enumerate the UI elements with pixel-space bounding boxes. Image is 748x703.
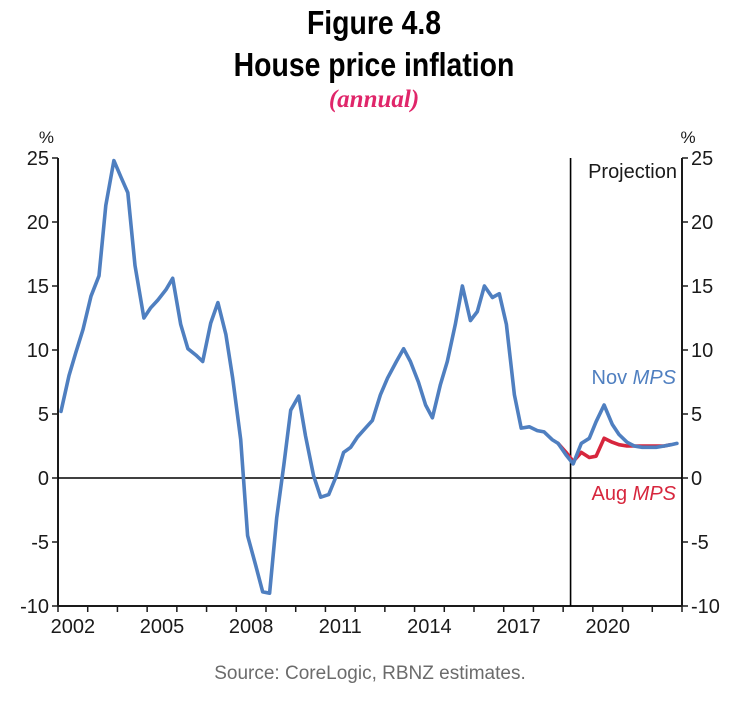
x-tick-label: 2008 bbox=[229, 616, 274, 638]
y-tick-label-right: -10 bbox=[691, 596, 720, 618]
chart-title: House price inflation bbox=[233, 46, 515, 83]
y-tick-label-left: -5 bbox=[31, 532, 49, 554]
projection-label: Projection bbox=[588, 161, 677, 183]
x-tick-label: 2011 bbox=[319, 616, 362, 638]
axes bbox=[52, 157, 688, 612]
x-tick-label: 2005 bbox=[140, 616, 185, 638]
legend-label-nov-mps-emph: MPS bbox=[633, 367, 677, 389]
y-tick-label-left: 20 bbox=[27, 212, 49, 234]
y-tick-label-left: 25 bbox=[27, 148, 49, 170]
legend-label-nov-mps-prefix: Nov bbox=[592, 367, 633, 389]
legend-label-aug-mps: Aug MPS bbox=[592, 483, 677, 505]
x-tick-label: 2020 bbox=[585, 616, 630, 638]
x-tick-label: 2017 bbox=[496, 616, 541, 638]
figure-number: Figure 4.8 bbox=[306, 4, 442, 41]
y-tick-label-right: 20 bbox=[691, 212, 713, 234]
legend-label-nov-mps: Nov MPS bbox=[592, 367, 677, 389]
legend-label-aug-mps-prefix: Aug bbox=[592, 483, 633, 505]
y-tick-label-right: -5 bbox=[691, 532, 709, 554]
x-tick-label: 2002 bbox=[51, 616, 96, 638]
y-tick-label-left: 15 bbox=[27, 276, 49, 298]
source-note: Source: CoreLogic, RBNZ estimates. bbox=[214, 663, 526, 684]
legend-label-aug-mps-emph: MPS bbox=[633, 483, 677, 505]
series-line-nov-mps bbox=[59, 158, 679, 596]
y-tick-label-right: 15 bbox=[691, 276, 713, 298]
y-tick-label-left: -10 bbox=[20, 596, 49, 618]
y-tick-label-left: 5 bbox=[38, 404, 49, 426]
y-unit-right: % bbox=[680, 128, 695, 147]
y-tick-label-right: 5 bbox=[691, 404, 702, 426]
y-tick-label-left: 0 bbox=[38, 468, 49, 490]
series-lines bbox=[59, 158, 679, 596]
x-tick-label: 2014 bbox=[407, 616, 452, 638]
y-unit-left: % bbox=[39, 128, 54, 147]
y-tick-label-right: 10 bbox=[691, 340, 713, 362]
y-tick-label-left: 10 bbox=[27, 340, 49, 362]
chart-subtitle: (annual) bbox=[328, 86, 420, 113]
y-tick-label-right: 25 bbox=[691, 148, 713, 170]
y-tick-label-right: 0 bbox=[691, 468, 702, 490]
